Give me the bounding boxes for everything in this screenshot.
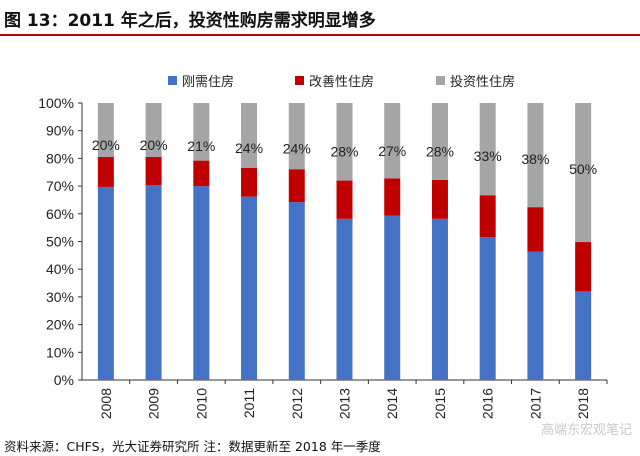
x-tick-label: 2012: [289, 388, 305, 419]
legend-swatch: [295, 76, 304, 85]
bar-segment: [479, 103, 496, 196]
x-tick-label: 2016: [480, 388, 496, 419]
y-tick-label: 10%: [46, 344, 74, 360]
x-tick-label: 2011: [241, 388, 257, 418]
y-tick-label: 30%: [46, 289, 74, 305]
bar-segment: [575, 103, 592, 243]
bar-segment: [336, 218, 353, 380]
data-label: 33%: [474, 148, 502, 164]
legend-swatch: [436, 76, 445, 85]
legend-label: 改善性住房: [309, 75, 375, 90]
bar-segment: [145, 157, 162, 185]
bar-segment: [431, 103, 448, 181]
y-tick-label: 40%: [46, 261, 74, 277]
bar-segment: [97, 157, 114, 187]
data-label: 28%: [426, 144, 454, 160]
bar-segment: [575, 242, 592, 292]
legend-label: 刚需住房: [182, 75, 235, 90]
y-tick-label: 90%: [46, 123, 74, 139]
bar-segment: [145, 103, 162, 158]
data-label: 21%: [187, 138, 215, 154]
data-label: 50%: [569, 161, 597, 177]
bar-segment: [288, 103, 305, 170]
source-note: 资料来源：CHFS，光大证券研究所 注：数据更新至 2018 年一季度: [4, 439, 381, 454]
x-tick-label: 2013: [337, 388, 353, 419]
y-tick-label: 0%: [54, 372, 74, 388]
data-label: 24%: [235, 140, 263, 156]
bar-segment: [241, 103, 258, 168]
x-tick-label: 2015: [432, 388, 448, 419]
y-tick-label: 60%: [46, 206, 74, 222]
data-label: 20%: [92, 137, 120, 153]
data-label: 24%: [283, 141, 311, 157]
legend-item-upgrade: 改善性住房: [295, 71, 374, 90]
y-tick-label: 100%: [38, 95, 74, 111]
y-tick-label: 80%: [46, 150, 74, 166]
bar-segment: [527, 251, 544, 380]
y-tick-label: 20%: [46, 317, 74, 333]
bar-segment: [384, 103, 401, 179]
bar-segment: [431, 180, 448, 219]
bar-segment: [145, 184, 162, 380]
bar-segment: [241, 167, 258, 197]
legend-item-rigid: 刚需住房: [168, 71, 234, 90]
y-tick-label: 50%: [46, 234, 74, 250]
bar-segment: [479, 237, 496, 380]
x-tick-label: 2009: [146, 388, 162, 419]
data-label: 28%: [330, 144, 358, 160]
bar-segment: [241, 196, 258, 380]
bar-segment: [384, 178, 401, 216]
chart-title: 图 13：2011 年之后，投资性购房需求明显增多: [4, 11, 376, 31]
x-tick-label: 2014: [384, 388, 400, 419]
legend-swatch: [168, 76, 177, 85]
bar-segment: [288, 169, 305, 203]
bar-segment: [193, 186, 210, 380]
bar-segment: [527, 103, 544, 208]
legend-item-investment: 投资性住房: [436, 71, 515, 90]
bar-segment: [479, 195, 496, 238]
data-label: 27%: [378, 143, 406, 159]
data-label: 38%: [521, 151, 549, 167]
title-divider: [0, 34, 640, 36]
legend: 刚需住房 改善性住房 投资性住房: [0, 71, 640, 91]
bar-segment: [431, 218, 448, 380]
data-label: 20%: [140, 137, 168, 153]
watermark: 高端东宏观笔记: [540, 423, 632, 438]
bar-segment: [193, 103, 210, 161]
legend-label: 投资性住房: [450, 75, 516, 90]
bar-segment: [97, 186, 114, 380]
x-tick-label: 2018: [575, 388, 591, 419]
bar-segment: [384, 215, 401, 380]
x-tick-label: 2008: [98, 388, 114, 419]
bar-segment: [97, 103, 114, 158]
bar-segment: [193, 160, 210, 187]
x-tick-label: 2010: [193, 388, 209, 419]
bar-segment: [575, 291, 592, 380]
x-tick-label: 2017: [527, 388, 543, 419]
bar-segment: [527, 207, 544, 252]
bar-segment: [336, 180, 353, 219]
bar-segment: [288, 202, 305, 380]
bar-segment: [336, 103, 353, 181]
y-tick-label: 70%: [46, 178, 74, 194]
